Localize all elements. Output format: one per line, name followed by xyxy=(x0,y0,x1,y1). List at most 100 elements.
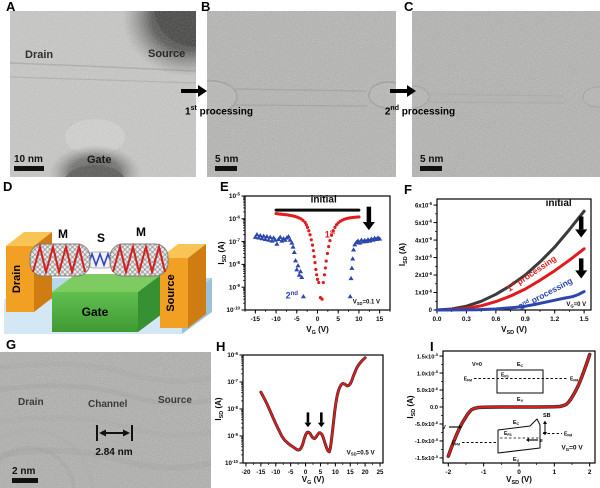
series-initial xyxy=(435,209,586,312)
chart-E: -15 -10 -5 0 5 10 15 10-5 10-6 10-7 10-8 10-9 10-10 i… xyxy=(217,192,391,336)
tem-image-g: Drain Channel Source 2.84 nm 2 nm xyxy=(0,352,211,488)
svg-text:10-9: 10-9 xyxy=(227,432,238,440)
panel-label-f: F xyxy=(404,182,412,197)
panel-label-i: I xyxy=(430,339,434,354)
svg-text:20: 20 xyxy=(362,469,369,476)
svg-text:10-8: 10-8 xyxy=(227,405,238,413)
svg-text:6x10-6: 6x10-6 xyxy=(415,201,433,209)
svg-text:EC: EC xyxy=(513,420,520,426)
drain-top xyxy=(6,232,52,246)
svg-text:0: 0 xyxy=(517,469,521,476)
scale-bar xyxy=(14,166,44,171)
svg-text:1.5x10-5: 1.5x10-5 xyxy=(417,352,439,360)
svg-text:EV: EV xyxy=(517,397,524,403)
svg-text:10-8: 10-8 xyxy=(229,260,241,268)
right-arrow-icon xyxy=(181,85,207,97)
svg-text:0.6: 0.6 xyxy=(491,316,500,323)
svg-text:10-10: 10-10 xyxy=(226,306,240,314)
svg-text:-1.0x10-5: -1.0x10-5 xyxy=(415,437,439,445)
scale-bar xyxy=(12,478,38,483)
svg-text:3x10-6: 3x10-6 xyxy=(415,253,433,261)
series-second-processing xyxy=(435,290,586,312)
scale-bar xyxy=(420,166,442,171)
svg-text:initial: initial xyxy=(546,198,572,209)
svg-text:-5: -5 xyxy=(294,316,300,323)
svg-text:10: 10 xyxy=(355,316,363,323)
svg-text:2: 2 xyxy=(588,469,592,476)
svg-text:-5.0x10-6: -5.0x10-6 xyxy=(415,420,439,428)
svg-text:EFS: EFS xyxy=(501,373,509,379)
tem-image-a: Drain Source Gate 10 nm xyxy=(10,11,196,177)
source-label: Source xyxy=(148,48,185,60)
svg-text:2x10-6: 2x10-6 xyxy=(415,271,433,279)
first-processing-label: 1st processing xyxy=(185,105,253,118)
source-top xyxy=(160,244,206,258)
svg-text:10-5: 10-5 xyxy=(229,192,241,200)
drain-label: Drain xyxy=(11,265,23,293)
svg-text:1st: 1st xyxy=(325,229,335,239)
svg-text:VSD=0.5 V: VSD=0.5 V xyxy=(347,449,376,456)
source-label: Source xyxy=(165,274,177,311)
svg-text:-15: -15 xyxy=(251,316,261,323)
svg-text:EC: EC xyxy=(517,362,524,368)
width-value: 2.84 nm xyxy=(95,447,132,458)
panel-label-d: D xyxy=(3,179,13,194)
svg-text:10-6: 10-6 xyxy=(227,351,238,359)
svg-text:1.5: 1.5 xyxy=(580,316,589,323)
svg-text:1: 1 xyxy=(553,469,557,476)
svg-text:0: 0 xyxy=(429,308,433,314)
panel-label-g: G xyxy=(6,337,17,352)
series-first-processing xyxy=(274,211,361,301)
svg-text:ISD (A): ISD (A) xyxy=(406,395,417,418)
svg-text:0: 0 xyxy=(304,469,308,476)
svg-text:25: 25 xyxy=(377,469,384,476)
series-iv-sweep-red xyxy=(447,353,591,458)
chart-F: 0.0 0.3 0.6 0.9 1.2 1.5 0 1x10-6 2x10-6 3x10-6 4x1… xyxy=(398,198,592,336)
transfer-curve-chart-h: -20 -15 -10 -5 0 5 10 15 20 25 10-6 10-7 10-8 10-9 10-… xyxy=(212,340,400,488)
svg-text:VSD (V): VSD (V) xyxy=(506,475,532,486)
svg-text:10: 10 xyxy=(332,469,339,476)
svg-text:5.0x10-6: 5.0x10-6 xyxy=(417,386,439,394)
svg-text:10-6: 10-6 xyxy=(229,215,241,223)
svg-text:-15: -15 xyxy=(256,469,266,476)
scale-bar-label: 2 nm xyxy=(12,466,35,477)
svg-text:0.0: 0.0 xyxy=(432,316,441,323)
svg-text:ISD (A): ISD (A) xyxy=(217,241,228,264)
gate-top xyxy=(52,274,162,292)
svg-text:initial: initial xyxy=(311,194,337,205)
panel-label-c: C xyxy=(404,0,414,14)
svg-text:e: e xyxy=(540,438,543,444)
width-measurement: 2.84 nm xyxy=(95,425,133,458)
series-repeat-sweep xyxy=(260,356,366,453)
svg-text:VSD=0.1 V: VSD=0.1 V xyxy=(353,300,380,306)
panel-label-h: H xyxy=(216,339,226,354)
svg-text:V: V xyxy=(442,425,446,431)
svg-text:10-10: 10-10 xyxy=(225,459,239,467)
channel-label: Channel xyxy=(88,399,128,410)
svg-text:1.2: 1.2 xyxy=(550,316,559,323)
svg-text:5x10-6: 5x10-6 xyxy=(415,219,433,227)
device-schematic: M S M Drain Source Gate xyxy=(4,225,212,334)
svg-text:-10: -10 xyxy=(271,316,281,323)
svg-text:EFM: EFM xyxy=(564,432,572,438)
source-side xyxy=(188,244,206,328)
svg-text:ISD (A): ISD (A) xyxy=(214,397,225,420)
svg-text:VSD (V): VSD (V) xyxy=(501,325,527,336)
scale-bar xyxy=(215,166,237,171)
svg-text:SB: SB xyxy=(543,413,551,419)
svg-text:EV: EV xyxy=(513,457,520,463)
scale-bar-label: 10 nm xyxy=(14,154,43,165)
panel-label-b: B xyxy=(201,0,211,14)
band-diagram-inset-top: V=0 EC EFM EFM EFS EV xyxy=(464,362,579,403)
gate-label: Gate xyxy=(82,305,109,319)
scale-bar-label: 5 nm xyxy=(420,154,443,165)
gate-front xyxy=(52,292,138,332)
svg-text:V=0: V=0 xyxy=(472,362,482,368)
svg-text:EFM: EFM xyxy=(570,377,578,383)
svg-text:5: 5 xyxy=(319,469,323,476)
svg-text:5: 5 xyxy=(336,316,340,323)
transfer-curve-chart-e: -15 -10 -5 0 5 10 15 10-5 10-6 10-7 10-8 10-9 10-10 i… xyxy=(215,182,396,338)
iv-curve-chart-i: -2 -1 0 1 2 1.5x10-5 1.0x10-5 5.0x10-6 0.0 -5.0x1… xyxy=(404,340,600,488)
